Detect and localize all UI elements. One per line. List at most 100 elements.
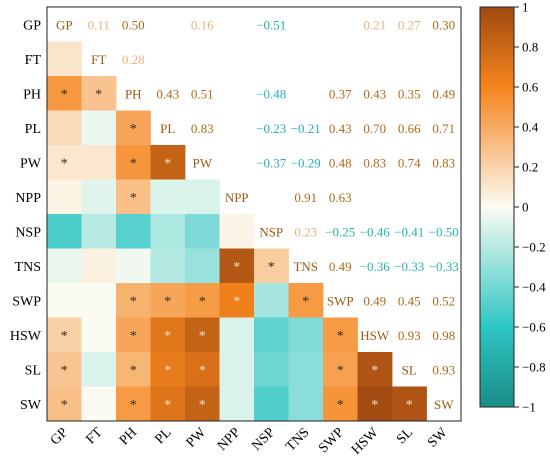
- diagonal-label: SWP: [327, 293, 354, 308]
- heatmap-cell: [185, 386, 220, 422]
- heatmap-cell: [150, 283, 186, 318]
- significance-star: *: [268, 260, 275, 275]
- heatmap-cell: [185, 352, 220, 387]
- significance-star: *: [164, 156, 171, 171]
- correlation-value: 0.43: [156, 86, 179, 101]
- heatmap-cell: [219, 386, 255, 422]
- y-tick-label: HSW: [10, 329, 42, 344]
- correlation-value: 0.49: [329, 259, 352, 274]
- colorbar-tick-label: −0.4: [522, 280, 546, 295]
- colorbar-tick-label: −0.6: [522, 320, 546, 335]
- correlation-value: −0.41: [394, 224, 424, 239]
- correlation-value: −0.33: [429, 259, 459, 274]
- heatmap-cell: [150, 317, 186, 353]
- heatmap-cell: [254, 352, 289, 387]
- colorbar-tick-label: 0.2: [522, 160, 538, 175]
- significance-star: *: [61, 398, 68, 413]
- colorbar-tick-label: −0.8: [522, 360, 546, 375]
- significance-star: *: [199, 329, 206, 344]
- correlation-value: −0.21: [291, 121, 321, 136]
- diagonal-label: SL: [402, 362, 417, 377]
- heatmap-cell: [219, 352, 255, 387]
- diagonal-label: SW: [434, 397, 454, 412]
- heatmap-cell: [150, 145, 186, 180]
- heatmap-cell: [254, 386, 289, 422]
- heatmap-cell: [185, 283, 220, 318]
- y-tick-label: PL: [25, 122, 41, 137]
- significance-star: *: [130, 329, 137, 344]
- significance-star: *: [199, 294, 206, 309]
- correlation-value: 0.43: [329, 121, 352, 136]
- colorbar-tick-label: 0.8: [522, 40, 538, 55]
- correlation-value: 0.30: [432, 17, 455, 32]
- diagonal-label: GP: [56, 17, 73, 32]
- heatmap-cell: [185, 248, 220, 284]
- correlation-value: 0.83: [191, 121, 214, 136]
- x-axis-labels: GP FT PH PL PW NPP NSP TNS SWP HSW SL SW: [48, 425, 451, 456]
- heatmap-cell: [81, 214, 117, 249]
- y-tick-label: TNS: [15, 260, 41, 275]
- x-tick-label: NPP: [215, 425, 244, 454]
- significance-star: *: [164, 329, 171, 344]
- y-tick-label: NPP: [15, 191, 41, 206]
- heatmap-cell: [116, 317, 151, 353]
- diagonal-label: PL: [160, 121, 175, 136]
- x-tick-label: SWP: [316, 425, 347, 456]
- heatmap-cell: [81, 110, 117, 146]
- correlation-value: −0.48: [256, 86, 286, 101]
- x-tick-label: PW: [184, 425, 210, 451]
- heatmap-cell: [47, 248, 82, 284]
- y-tick-label: SW: [20, 398, 42, 413]
- heatmap-cell: [185, 179, 220, 215]
- heatmap-cell: [288, 352, 324, 387]
- correlation-value: 0.83: [432, 155, 455, 170]
- correlation-value: 0.23: [294, 224, 317, 239]
- correlation-value: −0.50: [429, 224, 459, 239]
- heatmap-cell: [116, 214, 151, 249]
- heatmap-cells: [47, 41, 427, 422]
- correlation-value: 0.21: [363, 17, 386, 32]
- significance-star: *: [233, 260, 240, 275]
- heatmap-cell: [81, 145, 117, 180]
- heatmap-cell: [323, 352, 358, 387]
- significance-star: *: [61, 156, 68, 171]
- heatmap-cell: [357, 352, 393, 387]
- significance-star: *: [337, 329, 344, 344]
- heatmap-cell: [323, 317, 358, 353]
- x-tick-label: SW: [425, 425, 451, 451]
- diagonal-label: FT: [91, 52, 106, 67]
- heatmap-cell: [150, 179, 186, 215]
- colorbar-tick-label: 0.6: [522, 80, 539, 95]
- heatmap-cell: [47, 352, 82, 387]
- heatmap-cell: [323, 386, 358, 422]
- significance-star: *: [199, 398, 206, 413]
- heatmap-cell: [47, 283, 82, 318]
- significance-star: *: [164, 398, 171, 413]
- correlation-value: 0.49: [432, 86, 455, 101]
- y-tick-label: GP: [23, 18, 41, 33]
- heatmap-cell: [116, 248, 151, 284]
- correlation-value: 0.83: [363, 155, 386, 170]
- heatmap-cell: [254, 248, 289, 284]
- y-tick-label: PH: [23, 87, 41, 102]
- significance-star: *: [164, 294, 171, 309]
- colorbar-tick-label: −0.2: [522, 240, 546, 255]
- heatmap-cell: [81, 283, 117, 318]
- heatmap-cell: [357, 386, 393, 422]
- correlation-value: 0.50: [122, 17, 145, 32]
- plot-frame: [46, 6, 462, 422]
- x-tick-label: SL: [394, 425, 416, 447]
- heatmap-cell: [47, 317, 82, 353]
- heatmap-cell: [150, 386, 186, 422]
- heatmap-cell: [116, 352, 151, 387]
- correlation-value: 0.51: [191, 86, 214, 101]
- correlation-value: 0.48: [329, 155, 352, 170]
- significance-star: *: [61, 87, 68, 102]
- diagonal-label: NPP: [225, 190, 249, 205]
- x-tick-label: GP: [48, 425, 71, 448]
- diagonal-label: TNS: [293, 259, 318, 274]
- colorbar-tick-label: 1: [522, 0, 529, 15]
- heatmap-cell: [150, 352, 186, 387]
- heatmap-cell: [392, 386, 427, 422]
- significance-star: *: [406, 398, 413, 413]
